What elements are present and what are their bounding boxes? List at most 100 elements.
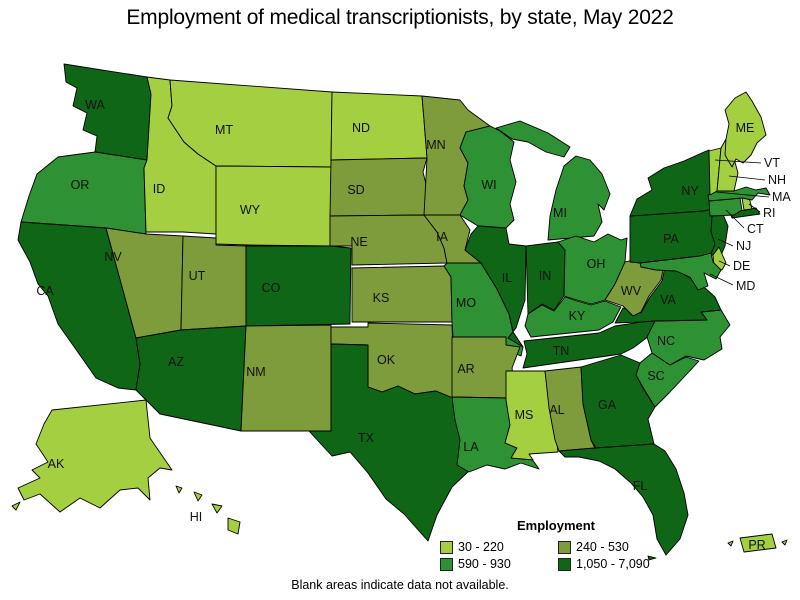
state-label-MI: MI [553,206,567,220]
state-WA[interactable] [63,63,152,161]
state-AZ[interactable] [135,325,247,432]
state-label-PA: PA [663,232,679,246]
state-label-MA: MA [772,190,791,204]
state-OH[interactable] [557,233,628,305]
state-VA[interactable] [614,261,722,324]
state-KS[interactable] [351,265,453,323]
state-label-HI: HI [190,510,203,524]
state-ND[interactable] [330,91,428,161]
state-label-OH: OH [587,257,606,271]
state-label-SC: SC [647,369,664,383]
state-GA[interactable] [580,354,656,449]
state-label-KY: KY [569,309,586,323]
state-OR[interactable] [20,151,148,235]
state-label-KS: KS [373,291,390,305]
leader-line-MD [709,273,734,286]
legend-item-1: 30 - 220 [440,540,558,554]
state-label-DE: DE [733,259,750,273]
leader-line-NJ [717,238,734,247]
state-label-AK: AK [48,457,65,471]
state-label-CT: CT [747,222,764,236]
state-label-AL: AL [549,403,564,417]
leader-line-RI [748,203,761,213]
state-label-MN: MN [426,138,445,152]
state-label-MO: MO [456,296,476,310]
state-label-TX: TX [358,431,375,445]
state-WI[interactable] [459,125,517,229]
legend-swatch-4 [558,557,571,571]
state-label-ID: ID [153,182,166,196]
state-label-WY: WY [240,203,261,217]
state-ME[interactable] [724,91,767,168]
state-label-CO: CO [262,281,281,295]
state-label-VT: VT [764,156,780,170]
state-label-WI: WI [481,178,496,192]
state-IL[interactable] [464,225,527,348]
footnote: Blank areas indicate data not available. [291,578,509,592]
state-HI[interactable] [175,485,241,535]
state-label-WV: WV [621,284,642,298]
state-PR[interactable] [727,533,788,553]
leader-line-VT [714,159,762,164]
state-FL[interactable] [558,443,689,561]
state-label-PR: PR [748,538,765,552]
legend-label-3: 590 - 930 [458,557,511,571]
leader-line-NH [728,175,766,181]
legend-label-2: 240 - 530 [576,540,629,554]
state-WY[interactable] [215,165,332,247]
legend: Employment 30 - 220 240 - 530 590 - 930 … [440,518,690,571]
legend-item-3: 590 - 930 [440,557,558,571]
state-label-ND: ND [352,121,370,135]
state-label-NC: NC [657,334,675,348]
state-label-RI: RI [763,206,776,220]
legend-swatch-3 [440,557,453,571]
state-label-SD: SD [347,183,364,197]
state-label-UT: UT [189,269,206,283]
state-MD[interactable] [639,252,722,291]
legend-swatch-2 [558,540,571,554]
state-TX[interactable] [308,343,471,542]
legend-item-2: 240 - 530 [558,540,688,554]
legend-item-4: 1,050 - 7,090 [558,557,688,571]
legend-title: Employment [516,518,595,533]
state-label-TN: TN [553,344,570,358]
state-label-LA: LA [463,440,479,454]
state-label-NH: NH [768,173,786,187]
state-label-ME: ME [736,121,755,135]
state-label-NE: NE [350,235,367,249]
leader-line-MA [715,191,770,198]
leader-line-DE [718,260,731,267]
page-title: Employment of medical transcriptionists,… [126,6,674,29]
state-label-FL: FL [633,479,648,493]
state-label-AZ: AZ [168,355,184,369]
state-label-AR: AR [457,362,474,376]
state-UT[interactable] [180,235,247,331]
state-AK[interactable] [11,399,173,513]
state-label-NM: NM [246,365,265,379]
state-label-CA: CA [36,284,54,298]
state-label-MD: MD [736,279,755,293]
state-MI[interactable] [495,120,611,241]
state-label-NJ: NJ [736,239,751,253]
state-label-IA: IA [436,230,448,244]
state-label-NV: NV [104,250,122,264]
state-label-VA: VA [660,293,676,307]
legend-label-1: 30 - 220 [458,540,504,554]
state-SD[interactable] [329,157,430,217]
legend-label-4: 1,050 - 7,090 [576,557,650,571]
state-label-MT: MT [215,123,233,137]
legend-grid: 30 - 220 240 - 530 590 - 930 1,050 - 7,0… [440,540,690,571]
legend-swatch-1 [440,540,453,554]
state-label-IL: IL [502,271,512,285]
state-label-NY: NY [681,184,699,198]
state-label-GA: GA [598,398,617,412]
state-label-WA: WA [85,98,105,112]
state-label-OR: OR [71,178,90,192]
leader-line-CT [725,209,745,229]
state-CO[interactable] [245,245,352,327]
state-label-MS: MS [515,408,534,422]
state-KY[interactable] [524,296,622,338]
state-label-IN: IN [539,269,552,283]
